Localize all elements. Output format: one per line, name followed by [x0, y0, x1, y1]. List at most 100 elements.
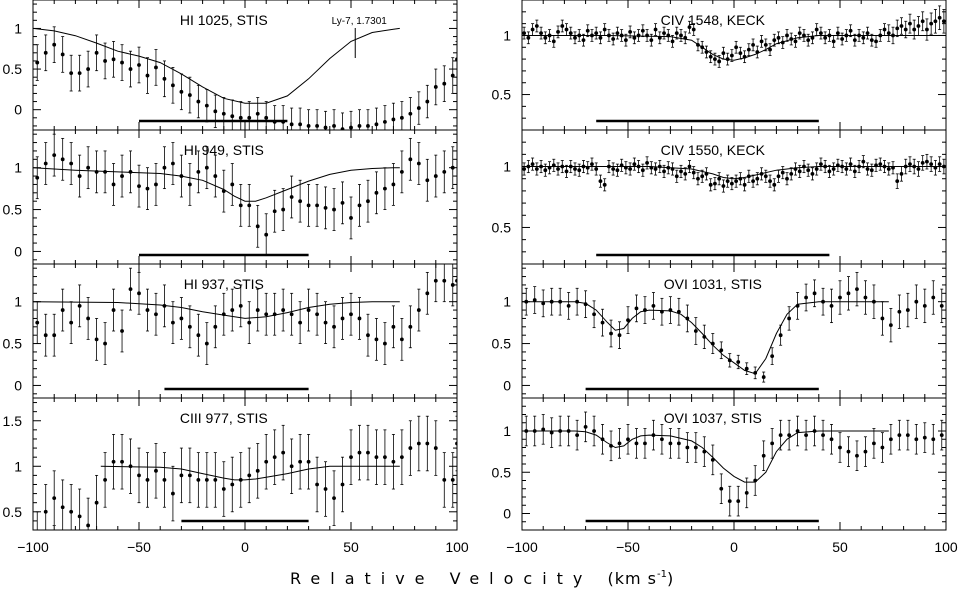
data-point	[111, 182, 116, 187]
data-point	[255, 308, 260, 312]
data-point	[691, 27, 696, 32]
data-point	[874, 39, 878, 44]
panel-4: 0.5 1 CIV 1548, KECK	[492, 0, 947, 131]
data-point	[662, 31, 666, 35]
data-point	[929, 162, 934, 167]
data-point	[383, 341, 387, 346]
data-point	[340, 200, 345, 205]
y-tick-label: 0.5	[492, 87, 512, 103]
data-point	[357, 203, 362, 208]
data-point	[196, 478, 201, 482]
data-point	[721, 51, 726, 56]
data-point	[607, 33, 611, 38]
data-point	[734, 45, 739, 50]
data-point	[778, 433, 783, 438]
data-point	[937, 15, 942, 20]
data-point	[366, 199, 370, 204]
data-point	[855, 453, 859, 458]
data-point	[128, 464, 133, 469]
data-point	[844, 167, 849, 171]
data-point	[399, 115, 404, 120]
data-point	[787, 316, 792, 321]
data-point	[806, 38, 811, 43]
data-point	[575, 299, 580, 304]
data-point	[171, 83, 175, 88]
data-point	[886, 167, 891, 171]
data-point	[736, 360, 741, 364]
data-point	[340, 127, 345, 130]
data-point	[590, 162, 594, 167]
data-point	[298, 320, 303, 325]
data-point	[899, 24, 904, 28]
x-axis-label: Relative Velocity	[290, 569, 607, 588]
data-point	[753, 478, 758, 483]
data-point	[922, 303, 927, 308]
data-point	[939, 433, 944, 438]
data-point	[615, 168, 620, 173]
data-point	[789, 37, 794, 41]
data-point	[187, 182, 192, 187]
data-point	[840, 164, 845, 169]
data-point	[827, 169, 832, 174]
data-point	[526, 164, 531, 169]
data-point	[821, 299, 825, 304]
data-point	[94, 337, 99, 342]
data-point	[594, 167, 599, 171]
data-point	[558, 299, 563, 304]
y-tick-label: 1	[503, 294, 511, 310]
data-point	[812, 429, 817, 433]
x-tick-label: −50	[616, 539, 640, 555]
data-point	[869, 38, 874, 43]
data-point	[577, 168, 582, 173]
panel-7: 0 0.5 1 OVI 1037, STIS −100 −50 0 50 100	[492, 397, 958, 555]
data-point	[607, 164, 611, 169]
data-point	[804, 295, 808, 300]
y-tick-label: 0.5	[3, 61, 23, 77]
data-point	[676, 441, 681, 446]
data-point	[408, 324, 413, 329]
data-point	[823, 35, 828, 40]
data-point	[685, 316, 690, 321]
data-point	[628, 30, 633, 34]
data-point	[315, 312, 319, 317]
data-point	[137, 184, 141, 189]
data-point	[111, 308, 116, 312]
data-point	[666, 165, 671, 170]
data-point	[272, 455, 277, 460]
data-point	[814, 27, 819, 32]
data-point	[120, 174, 124, 178]
data-point	[213, 324, 218, 329]
data-point	[592, 312, 596, 317]
data-point	[609, 331, 613, 336]
data-point	[920, 19, 925, 24]
data-point	[60, 157, 65, 162]
x-tick-label: 50	[832, 539, 848, 555]
data-point	[888, 323, 893, 328]
data-point	[52, 153, 57, 158]
data-point	[547, 165, 552, 170]
data-point	[581, 38, 586, 43]
data-point	[558, 429, 563, 433]
data-point	[916, 167, 921, 171]
data-point	[162, 478, 167, 482]
data-point	[931, 437, 936, 442]
data-point	[366, 124, 370, 128]
data-point	[556, 167, 560, 171]
data-point	[861, 159, 866, 164]
data-point	[645, 160, 649, 165]
data-point	[69, 509, 74, 514]
data-point	[187, 93, 192, 97]
data-point	[829, 303, 834, 308]
data-point	[602, 182, 607, 187]
data-point	[649, 38, 654, 43]
data-point	[120, 459, 124, 464]
data-point	[332, 324, 336, 329]
data-point	[399, 169, 404, 174]
data-point	[162, 303, 167, 308]
panel-title: CIII 977, STIS	[180, 410, 268, 426]
data-point	[897, 309, 902, 314]
x-tick-label: 50	[343, 539, 359, 555]
data-point	[230, 482, 235, 487]
data-point	[547, 33, 552, 38]
